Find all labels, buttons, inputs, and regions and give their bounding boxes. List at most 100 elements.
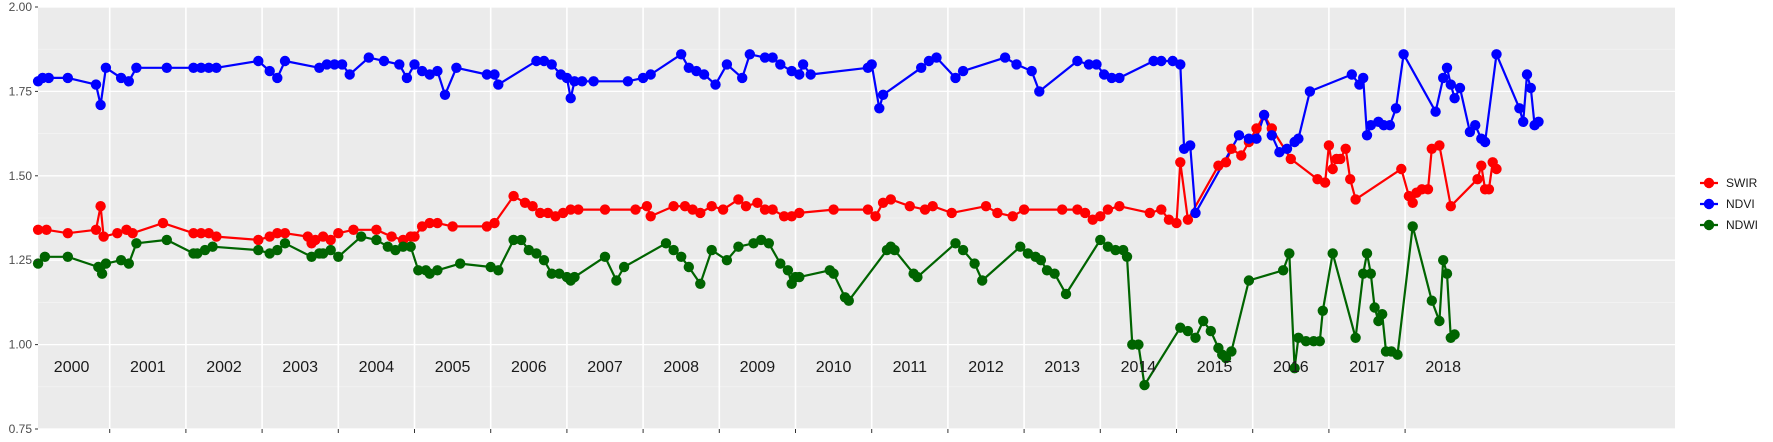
data-point-ndvi — [363, 52, 374, 63]
data-point-ndvi — [645, 69, 656, 80]
data-point-ndwi — [599, 251, 611, 262]
data-point-ndwi — [279, 238, 291, 249]
data-point-swir — [1144, 207, 1156, 219]
year-label: 2006 — [511, 359, 547, 376]
data-point-ndvi — [321, 59, 333, 70]
data-point-swir — [535, 207, 546, 219]
data-point-ndvi — [394, 59, 405, 70]
y-tick-label: 0.75 — [9, 422, 33, 436]
data-point-ndwi — [794, 271, 805, 283]
data-point-ndvi — [1479, 136, 1491, 148]
data-point-ndvi — [1398, 49, 1409, 60]
data-point-swir — [1396, 163, 1407, 175]
data-point-ndwi — [397, 241, 409, 252]
data-point-ndvi — [1034, 86, 1045, 97]
data-point-ndvi — [1449, 93, 1460, 104]
data-point-ndvi — [531, 55, 542, 67]
data-point-ndwi — [1369, 302, 1380, 313]
data-point-swir — [573, 204, 584, 215]
data-point-ndvi — [401, 72, 413, 84]
data-point-swir — [1434, 140, 1445, 151]
data-point-ndvi — [1441, 62, 1453, 73]
legend: SWIR NDVI NDWI — [1700, 176, 1758, 232]
data-point-swir — [706, 201, 717, 212]
data-point-ndwi — [950, 238, 961, 249]
data-point-swir — [41, 224, 52, 235]
data-point-ndvi — [1384, 120, 1396, 131]
data-point-ndwi — [957, 244, 969, 256]
data-point-ndvi — [489, 69, 500, 80]
data-point-ndvi — [1358, 72, 1369, 84]
data-point-ndvi — [1233, 130, 1245, 141]
data-point-ndwi — [1278, 265, 1289, 276]
data-point-swir — [992, 207, 1003, 219]
x-axis: 2000 2001 2002 2003 2004 2005 2006 2007 2008 2009… — [54, 359, 1461, 433]
data-point-swir — [1220, 157, 1232, 168]
data-point-ndvi — [1258, 109, 1270, 121]
data-point-ndwi — [1434, 315, 1445, 327]
data-point-ndvi — [588, 76, 599, 87]
year-label: 2011 — [893, 359, 928, 376]
data-point-ndvi — [877, 89, 889, 101]
data-point-ndwi — [405, 241, 416, 252]
data-point-ndvi — [272, 72, 283, 84]
data-point-ndwi — [1133, 339, 1144, 350]
year-label: 2000 — [54, 359, 90, 376]
data-point-ndvi — [1026, 65, 1037, 77]
data-point-ndwi — [1198, 315, 1209, 327]
data-point-ndwi — [96, 268, 108, 279]
data-point-swir — [1422, 184, 1434, 195]
data-point-swir — [1407, 197, 1418, 208]
legend-label: NDVI — [1726, 197, 1755, 211]
data-point-ndvi — [279, 55, 291, 67]
y-tick-label: 1.00 — [9, 338, 33, 352]
data-point-ndwi — [977, 275, 988, 286]
data-point-ndvi — [1114, 72, 1125, 84]
data-point-swir — [1285, 153, 1297, 165]
data-point-ndwi — [123, 258, 134, 269]
data-point-ndvi — [195, 62, 207, 73]
data-point-swir — [386, 231, 397, 242]
data-point-ndvi — [1281, 143, 1293, 154]
data-point-ndvi — [409, 59, 420, 70]
data-point-ndwi — [618, 261, 630, 273]
data-point-ndwi — [1426, 295, 1438, 306]
data-point-ndvi — [950, 72, 961, 84]
year-label: 2004 — [359, 359, 395, 376]
data-point-swir — [1018, 204, 1030, 215]
year-label: 2018 — [1425, 359, 1461, 376]
data-point-ndvi — [565, 93, 576, 104]
data-point-swir — [1057, 204, 1068, 215]
data-point-swir — [1327, 163, 1338, 175]
year-label: 2017 — [1349, 359, 1385, 376]
data-point-ndvi — [264, 65, 275, 77]
data-point-swir — [740, 201, 752, 212]
data-point-ndvi — [1011, 59, 1022, 70]
data-point-ndwi — [493, 265, 504, 276]
data-point-ndvi — [737, 72, 748, 84]
data-point-ndwi — [1449, 329, 1460, 340]
data-point-ndwi — [1015, 241, 1026, 252]
data-point-ndwi — [1438, 255, 1449, 266]
data-point-swir — [188, 228, 199, 239]
data-point-swir — [1476, 160, 1487, 171]
y-tick-label: 1.50 — [9, 169, 33, 183]
data-point-ndvi — [1390, 103, 1402, 114]
data-point-swir — [862, 204, 874, 215]
data-point-ndwi — [1049, 268, 1060, 279]
data-point-ndwi — [1190, 332, 1201, 343]
data-point-swir — [489, 217, 500, 229]
data-point-ndwi — [1139, 379, 1150, 391]
data-point-swir — [1182, 214, 1194, 225]
data-point-ndvi — [999, 52, 1011, 63]
y-axis: 0.75 1.00 1.25 1.50 1.75 2.00 — [9, 0, 38, 436]
data-point-ndwi — [272, 244, 283, 256]
data-point-swir — [1335, 153, 1346, 165]
data-point-swir — [794, 207, 805, 219]
data-point-ndwi — [432, 265, 443, 276]
data-point-ndwi — [531, 248, 542, 259]
data-point-ndwi — [1327, 248, 1338, 259]
data-point-ndwi — [569, 271, 580, 283]
data-point-swir — [1472, 174, 1483, 185]
data-point-ndwi — [253, 244, 264, 256]
